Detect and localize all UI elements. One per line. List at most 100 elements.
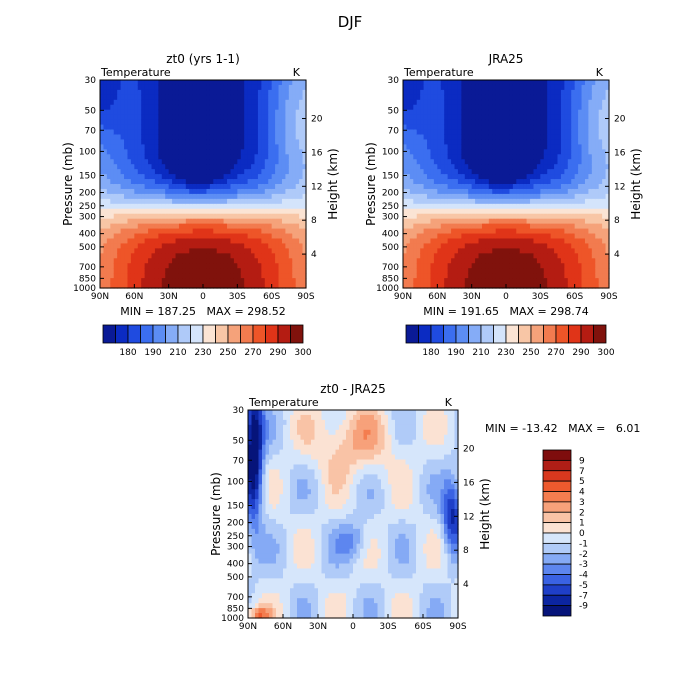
field-cell [427,238,432,245]
field-cell [244,243,249,249]
field-cell [251,144,256,150]
colorbar-swatch [152,324,166,344]
field-cell [257,233,262,240]
field-cell [571,109,576,116]
field-cell [495,134,500,141]
field-cell [444,188,449,195]
field-cell [144,169,149,175]
field-cell [509,104,514,111]
field-cell [444,258,449,264]
field-cell [251,273,256,279]
field-cell [230,89,235,96]
field-cell [192,213,197,220]
field-cell [233,104,238,111]
field-cell [543,228,548,235]
field-cell [148,114,153,121]
field-cell [100,233,105,240]
field-cell [151,238,156,245]
field-cell [423,80,428,86]
field-cell [209,283,214,289]
field-cell [571,184,576,190]
field-cell [189,114,194,121]
field-cell [427,129,432,136]
field-cell [192,258,197,264]
field-cell [512,139,517,145]
field-cell [144,149,149,155]
field-cell [233,263,238,269]
field-cell [516,228,521,235]
field-cell [571,149,576,155]
field-cell [409,203,414,210]
field-cell [512,154,517,160]
field-cell [230,129,235,136]
field-cell [288,84,293,91]
field-cell [264,84,269,91]
field-cell [512,134,517,141]
field-cell [578,119,583,126]
field-cell [461,278,466,284]
field-cell [588,238,593,245]
field-cell [189,248,194,254]
colorbar-swatch [177,324,191,344]
field-cell [512,203,517,210]
field-cell [203,144,208,150]
field-cell [206,278,211,284]
field-cell [554,89,559,96]
field-cell [130,169,135,175]
field-cell [247,184,252,190]
field-cell [281,193,286,200]
field-cell [447,139,452,145]
field-cell [254,89,259,96]
field-cell [499,104,504,111]
field-cell [554,99,559,106]
field-cell [182,233,187,240]
field-cell [451,169,456,175]
field-cell [547,114,552,121]
field-cell [178,134,183,141]
field-cell [523,179,528,185]
field-cell [543,159,548,165]
field-cell [223,164,228,170]
field-cell [564,144,569,150]
field-cell [230,109,235,116]
field-cell [451,228,456,235]
field-cell [154,99,159,106]
field-cell [530,174,535,180]
field-cell [485,283,490,289]
field-cell [110,243,115,249]
field-cell [240,213,245,220]
field-cell [457,154,462,160]
field-cell [591,80,596,86]
field-cell [199,84,204,91]
field-cell [433,84,438,91]
field-cell [516,94,521,101]
field-cell [172,223,177,230]
field-cell [206,159,211,165]
field-cell [216,184,221,190]
field-cell [595,184,600,190]
field-cell [430,263,435,269]
field-cell [471,184,476,190]
field-cell [189,80,194,86]
field-cell [240,124,245,131]
field-cell [481,174,486,180]
field-cell [196,248,201,254]
field-cell [468,278,473,284]
field-cell [120,258,125,264]
field-cell [209,238,214,245]
field-cell [591,94,596,101]
field-cell [457,94,462,101]
field-cell [124,134,129,141]
field-cell [554,233,559,240]
field-cell [154,169,159,175]
field-cell [110,99,115,106]
field-cell [261,114,266,121]
field-cell [406,80,411,86]
field-cell [495,203,500,210]
field-cell [595,84,600,91]
field-cell [247,258,252,264]
field-cell [516,134,521,141]
field-cell [278,208,283,215]
field-cell [134,213,139,220]
field-cell [148,253,153,259]
